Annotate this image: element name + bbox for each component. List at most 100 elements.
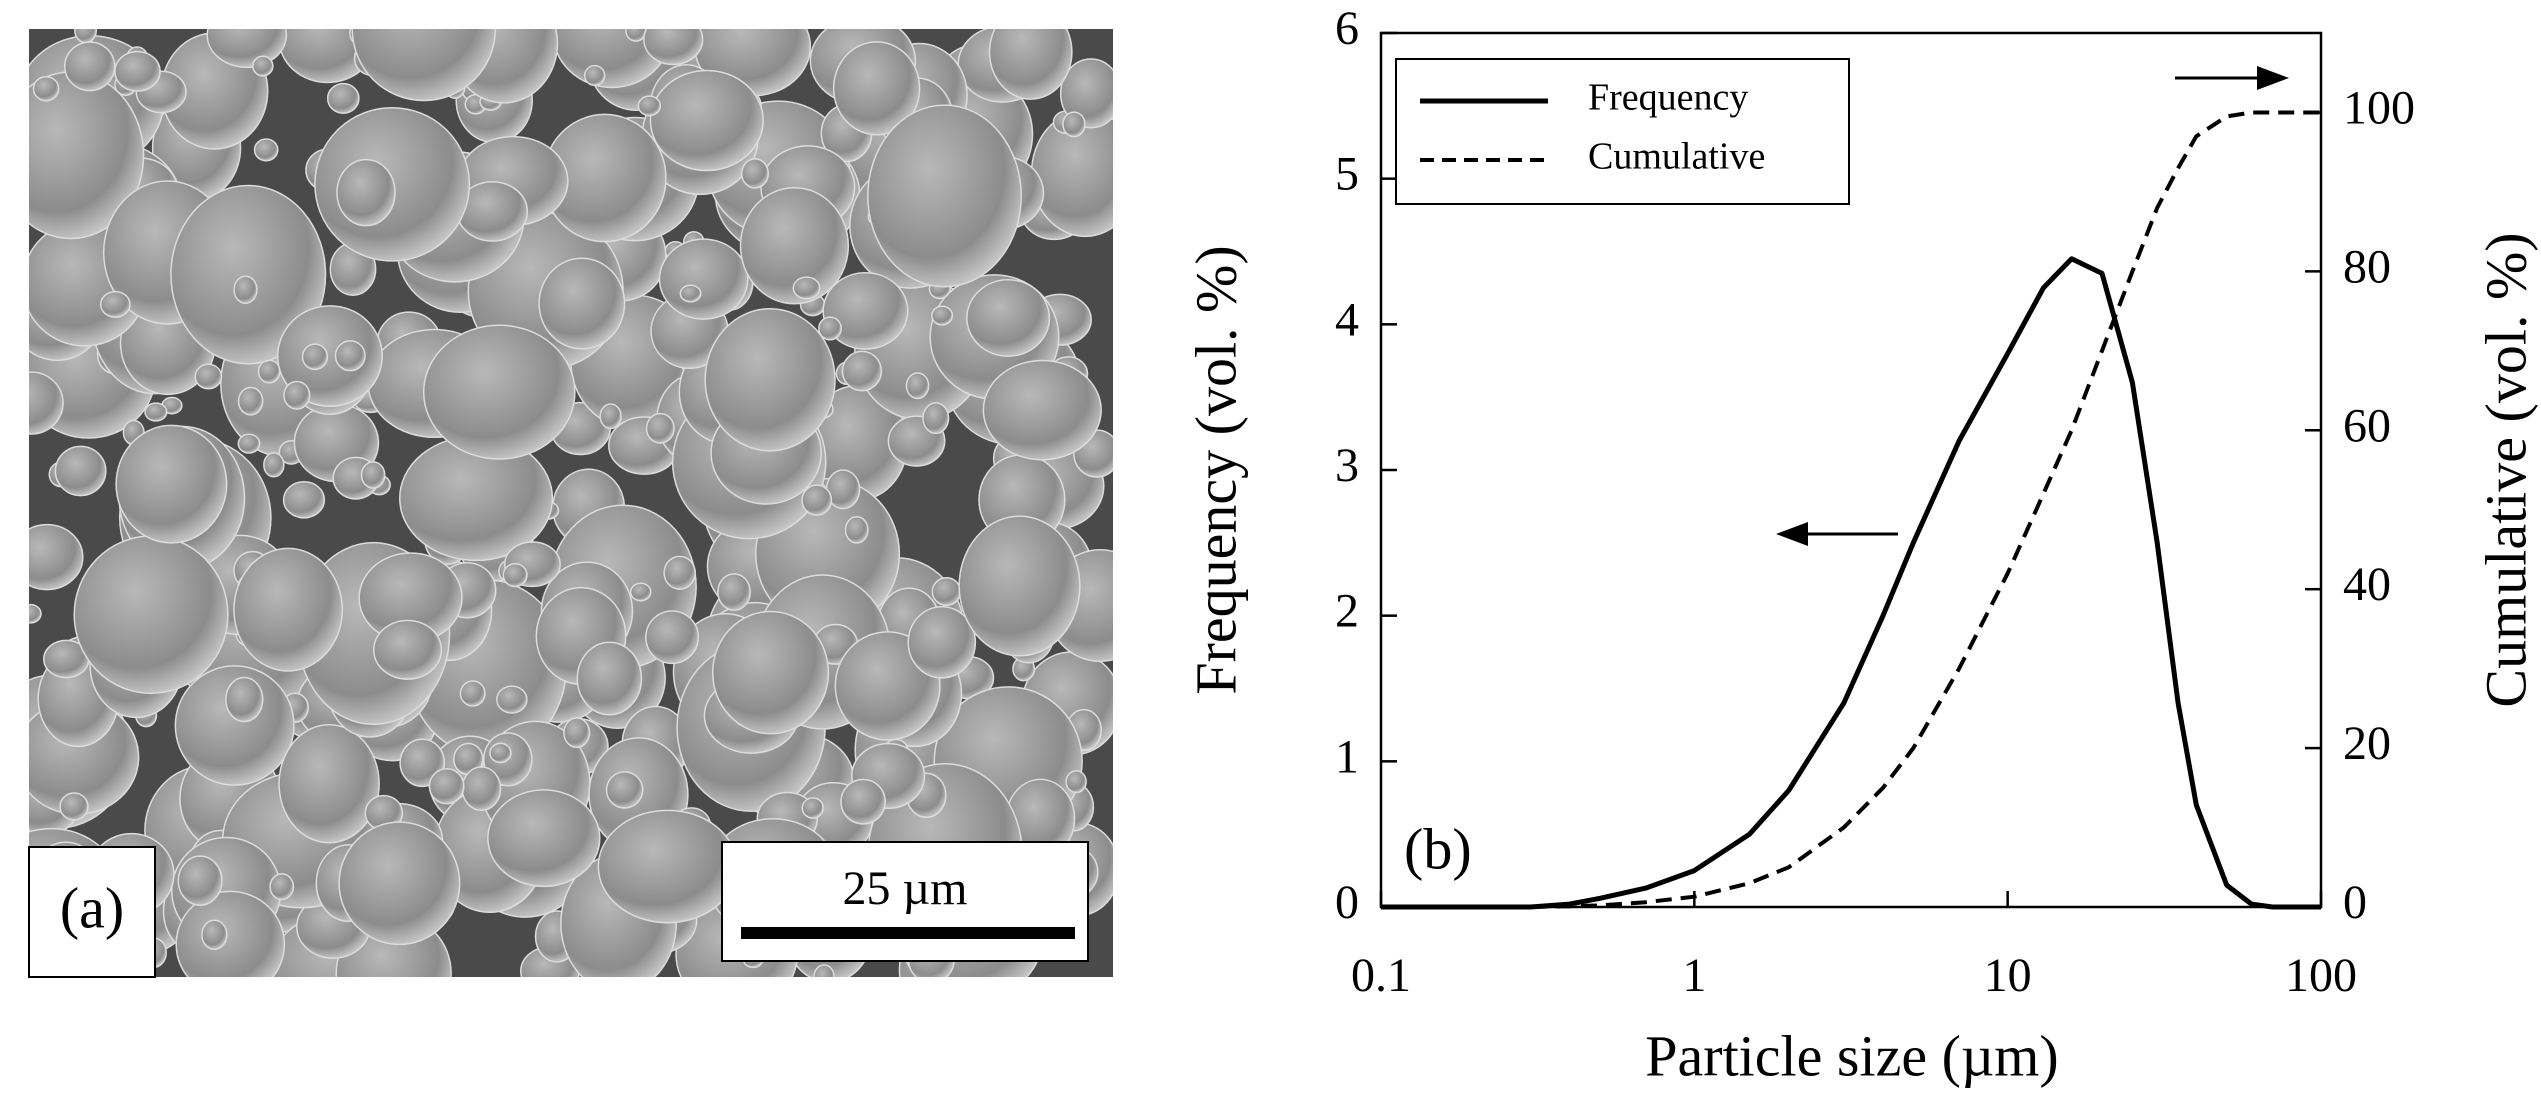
y-tick-label: 4 [1335, 293, 1359, 346]
y-tick-label: 2 [1335, 585, 1359, 638]
particle [813, 964, 835, 977]
legend-box [1395, 58, 1850, 205]
y2-tick-label: 80 [2343, 240, 2391, 293]
particle [832, 41, 921, 136]
particle [428, 768, 465, 805]
x-tick-label: 100 [2285, 949, 2357, 1002]
particle [931, 577, 962, 607]
particle [54, 445, 107, 497]
particle [625, 29, 647, 42]
particle [844, 515, 869, 544]
particle [459, 680, 486, 707]
particle [658, 238, 749, 320]
particle [496, 685, 528, 714]
particle [487, 789, 601, 888]
particle [115, 424, 228, 544]
particle [252, 55, 274, 77]
particle [144, 402, 168, 422]
scale-bar [741, 927, 1075, 939]
particle [645, 412, 675, 444]
legend-label: Cumulative [1588, 136, 1765, 178]
particle [563, 717, 591, 749]
y2-axis-label: Cumulative (vol. %) [2473, 232, 2538, 707]
particle [282, 481, 326, 519]
particle [982, 359, 1102, 461]
data-line [1381, 256, 2321, 910]
particle [663, 555, 696, 590]
particle [301, 343, 329, 371]
particle [74, 29, 98, 44]
panel-label: (a) [60, 875, 124, 940]
particle [29, 523, 84, 591]
particle [114, 50, 161, 92]
particle [29, 603, 42, 624]
particle [373, 619, 443, 680]
particle [711, 610, 830, 735]
particle [257, 359, 281, 384]
arrow-head [1776, 522, 1808, 546]
particle [170, 184, 327, 365]
particle [637, 95, 662, 117]
particle [461, 766, 502, 812]
particle [704, 307, 836, 452]
data-line [1381, 110, 2321, 909]
particle [99, 290, 131, 318]
particle [801, 797, 824, 819]
particle [958, 515, 1081, 657]
particle [283, 380, 311, 410]
particle [643, 29, 704, 66]
particle [336, 158, 396, 227]
particle [233, 547, 344, 672]
particle [29, 371, 64, 435]
particle [360, 461, 386, 489]
particle [263, 452, 285, 478]
particle [988, 29, 1073, 100]
particle [422, 324, 576, 460]
particle [278, 724, 380, 844]
particle [174, 665, 295, 786]
y2-tick-label: 0 [2343, 876, 2367, 929]
arrow-head [2257, 66, 2289, 90]
particle [905, 372, 930, 400]
label-box [28, 846, 156, 978]
y-axis-label: Frequency (vol. %) [1183, 245, 1248, 694]
legend: Frequency Cumulative [1395, 58, 1850, 205]
particle [717, 573, 751, 611]
particle [225, 676, 264, 723]
particle [801, 484, 833, 516]
particle [338, 821, 461, 946]
particle [1030, 109, 1113, 238]
axis-arrows [1776, 66, 2289, 546]
particle [599, 403, 622, 430]
particle [351, 29, 497, 102]
particle [502, 563, 528, 588]
particle [867, 104, 1022, 288]
particle [818, 316, 842, 341]
y2-tick-label: 20 [2343, 717, 2391, 770]
particle [538, 257, 626, 350]
particle [966, 279, 1051, 357]
panel-label: (b) [1404, 816, 1472, 881]
particle [645, 610, 700, 665]
particle [237, 433, 261, 454]
y2-tick-label: 40 [2343, 558, 2391, 611]
particle [1062, 111, 1086, 138]
scale-box [721, 841, 1089, 962]
particle [177, 855, 223, 906]
y-tick-label: 0 [1335, 876, 1359, 929]
particle [1059, 58, 1113, 129]
particle [629, 582, 652, 602]
particle [907, 605, 977, 679]
y2-tick-label: 100 [2343, 81, 2415, 134]
x-axis-label: Particle size (µm) [1645, 1023, 2058, 1088]
particle [649, 69, 764, 172]
particle [605, 771, 644, 809]
particle [931, 305, 954, 326]
particle [206, 29, 288, 69]
particle [576, 641, 643, 716]
particle [201, 919, 228, 950]
y-tick-label: 6 [1335, 2, 1359, 55]
particle [64, 41, 116, 92]
particle [822, 272, 909, 350]
